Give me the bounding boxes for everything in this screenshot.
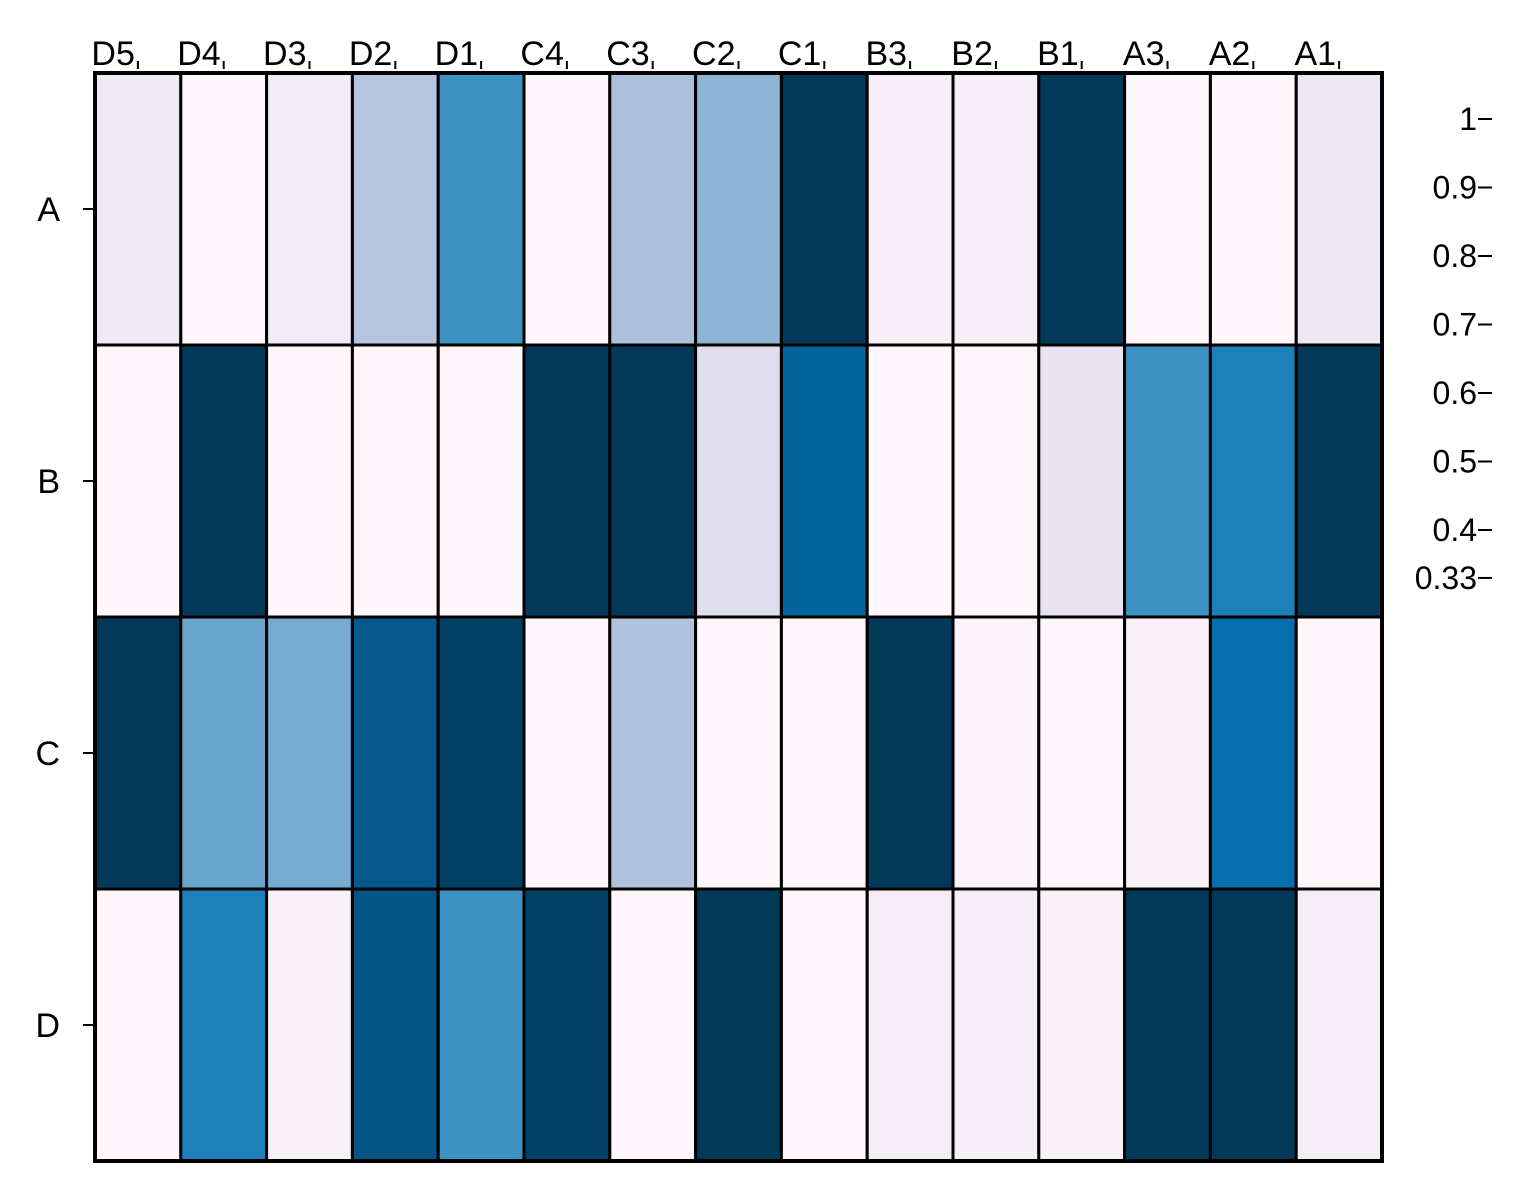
x-tick-label: A2: [1209, 35, 1251, 73]
heatmap-cell: [93, 615, 183, 891]
heatmap-cell: [865, 343, 955, 619]
x-tick-label: B2: [951, 35, 993, 73]
heatmap-cell: [694, 71, 783, 347]
y-tick-label: D: [35, 1007, 60, 1045]
heatmap-cell: [350, 71, 440, 347]
heatmap-cell: [779, 343, 869, 619]
heatmap-cell: [1208, 343, 1298, 619]
x-tick-label: D2: [349, 35, 392, 73]
colorbar-tick-label: 0.7: [1433, 307, 1477, 343]
x-tick-label: D5: [91, 35, 134, 73]
x-tick-label: A3: [1123, 35, 1165, 73]
heatmap-cell: [265, 887, 354, 1163]
heatmap-cell: [865, 71, 955, 347]
colorbar-tick-label: 0.5: [1433, 444, 1477, 480]
heatmap-cell: [1294, 615, 1384, 891]
heatmap-cell: [436, 615, 526, 891]
heatmap-cell: [93, 71, 183, 347]
heatmap-cell: [1037, 71, 1127, 347]
y-tick-label: B: [37, 463, 60, 501]
heatmap-cell: [1294, 887, 1384, 1163]
heatmap-cell: [951, 615, 1041, 891]
heatmap-cell: [265, 71, 354, 347]
heatmap-cell: [179, 615, 269, 891]
heatmap-cell: [522, 615, 612, 891]
colorbar-tick-label: 0.8: [1433, 238, 1477, 274]
heatmap-cell: [1208, 887, 1298, 1163]
heatmap-cell: [522, 343, 612, 619]
heatmap-cell: [865, 615, 955, 891]
heatmap-cell: [265, 343, 354, 619]
heatmap-cell: [1123, 615, 1212, 891]
heatmap-cell: [265, 615, 354, 891]
x-tick-label: C4: [520, 35, 563, 73]
heatmap-cell: [93, 887, 183, 1163]
heatmap-cell: [865, 887, 955, 1163]
heatmap-cell: [350, 343, 440, 619]
heatmap-cell: [608, 887, 698, 1163]
heatmap-cell: [1037, 887, 1127, 1163]
heatmap-cell: [779, 615, 869, 891]
heatmap-cell: [608, 71, 698, 347]
heatmap-cell: [951, 887, 1041, 1163]
colorbar-tick-label: 0.4: [1433, 512, 1477, 548]
heatmap-cell: [436, 343, 526, 619]
heatmap-cell: [779, 71, 869, 347]
heatmap-cell: [179, 343, 269, 619]
colorbar-tick-label: 1: [1459, 101, 1477, 137]
x-tick-label: C2: [692, 35, 735, 73]
heatmap-cell: [694, 615, 783, 891]
x-tick-label: D3: [263, 35, 306, 73]
heatmap-cell: [436, 71, 526, 347]
heatmap-cell: [179, 887, 269, 1163]
heatmap-cell: [951, 71, 1041, 347]
plot-frame: [93, 71, 1384, 1163]
heatmap-cell: [1294, 71, 1384, 347]
heatmap-cell: [179, 71, 269, 347]
heatmap-cell: [1294, 343, 1384, 619]
heatmap-cell: [1123, 887, 1212, 1163]
heatmap-cell: [608, 343, 698, 619]
heatmap-cell: [1037, 615, 1127, 891]
heatmap-cell: [779, 887, 869, 1163]
colorbar-tick-label: 0.9: [1433, 170, 1477, 206]
heatmap-cell: [350, 887, 440, 1163]
heatmap-cell: [93, 343, 183, 619]
heatmap-cell: [350, 615, 440, 891]
heatmap-cell: [522, 887, 612, 1163]
x-tick-label: C1: [778, 35, 821, 73]
x-tick-label: A1: [1295, 35, 1337, 73]
x-tick-label: B1: [1037, 35, 1079, 73]
x-tick-label: D1: [435, 35, 478, 73]
heatmap-cell: [1208, 615, 1298, 891]
heatmap-cell: [608, 615, 698, 891]
colorbar-tick-label: 0.33: [1415, 560, 1477, 596]
colorbar-tick-label: 0.6: [1433, 375, 1477, 411]
heatmap-cell: [1037, 343, 1127, 619]
heatmap-cell: [1123, 71, 1212, 347]
x-tick-label: C3: [606, 35, 649, 73]
heatmap-cell: [522, 71, 612, 347]
heatmap-cell: [951, 343, 1041, 619]
heatmap-cell: [436, 887, 526, 1163]
x-tick-label: D4: [177, 35, 220, 73]
y-tick-label: C: [35, 735, 60, 773]
heatmap-cell: [1208, 71, 1298, 347]
heatmap-cell: [694, 343, 783, 619]
heatmap-cell: [694, 887, 783, 1163]
heatmap-cell: [1123, 343, 1212, 619]
y-tick-label: A: [37, 191, 60, 229]
x-tick-label: B3: [866, 35, 908, 73]
